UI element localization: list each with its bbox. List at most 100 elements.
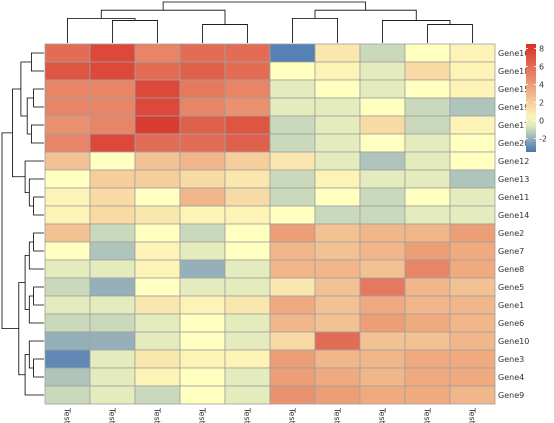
dendrogram-branch	[100, 9, 226, 25]
heatmap-cell	[314, 169, 361, 189]
heatmap-cell	[89, 205, 136, 225]
dendrogram-branch	[20, 61, 32, 117]
heatmap-cell	[269, 313, 316, 333]
heatmap-cell	[449, 79, 496, 99]
dendrogram-branch	[33, 196, 44, 216]
heatmap-cell	[44, 331, 91, 351]
heatmap-cell	[314, 79, 361, 99]
heatmap-cell	[224, 259, 271, 279]
heatmap-cell	[269, 367, 316, 387]
heatmap-cell	[359, 187, 406, 207]
heatmap-cell	[404, 151, 451, 171]
heatmap-cell	[359, 43, 406, 63]
heatmap-cell	[224, 61, 271, 81]
heatmap-cell	[179, 61, 226, 81]
dendrogram-branch	[67, 18, 136, 43]
heatmap-cell	[44, 385, 91, 405]
heatmap-cell	[89, 187, 136, 207]
heatmap-cell	[314, 115, 361, 135]
heatmap-cell	[359, 349, 406, 369]
heatmap-cell	[359, 61, 406, 81]
row-label: Gene10	[498, 337, 529, 346]
row-label: Gene17	[498, 121, 529, 130]
heatmap-cell	[269, 205, 316, 225]
heatmap-cell	[224, 367, 271, 387]
row-label: Gene5	[498, 283, 524, 292]
heatmap-cell	[179, 277, 226, 297]
heatmap-cell	[314, 43, 361, 63]
heatmap-cell	[44, 43, 91, 63]
heatmap-cell	[449, 43, 496, 63]
heatmap-cell	[179, 241, 226, 261]
heatmap-cell	[134, 205, 181, 225]
heatmap-cell	[44, 367, 91, 387]
heatmap-cell	[404, 367, 451, 387]
color-legend: 8 6 4 2 0 -2	[526, 44, 547, 152]
heatmap-cell	[44, 349, 91, 369]
heatmap-cell	[89, 313, 136, 333]
heatmap-cell	[44, 151, 91, 171]
column-label: Test8	[243, 407, 252, 423]
dendrogram-branch	[202, 24, 248, 43]
heatmap-cell	[179, 133, 226, 153]
heatmap-cell	[269, 151, 316, 171]
row-label: Gene20	[498, 139, 529, 148]
legend-tick-label: 0	[539, 117, 544, 126]
heatmap-cell	[224, 97, 271, 117]
heatmap-cell	[269, 61, 316, 81]
legend-tick-label: 8	[539, 45, 544, 54]
dendrogram-branch	[1, 132, 19, 330]
row-label: Gene3	[498, 355, 524, 364]
heatmap-cell	[224, 385, 271, 405]
heatmap-cell	[134, 313, 181, 333]
row-label: Gene14	[498, 211, 529, 220]
dendrogram-branch	[24, 354, 44, 396]
heatmap-cell	[269, 43, 316, 63]
heatmap-cell	[449, 349, 496, 369]
heatmap-cell	[134, 277, 181, 297]
heatmap-cell	[449, 259, 496, 279]
heatmap-cell	[134, 61, 181, 81]
row-label: Gene6	[498, 319, 524, 328]
heatmap-cell	[89, 61, 136, 81]
heatmap-cell	[89, 241, 136, 261]
heatmap-cell	[89, 331, 136, 351]
heatmap-cell	[179, 151, 226, 171]
heatmap-cell	[44, 277, 91, 297]
heatmap-cell	[449, 385, 496, 405]
column-label: Test1	[288, 407, 297, 423]
heatmap-cell	[404, 97, 451, 117]
heatmap-cell	[404, 259, 451, 279]
heatmap-cell	[44, 259, 91, 279]
heatmap-cell	[449, 277, 496, 297]
heatmap-cell	[449, 205, 496, 225]
heatmap-cell	[134, 187, 181, 207]
heatmap-cell	[89, 223, 136, 243]
heatmap-cell	[44, 187, 91, 207]
heatmap-cell	[269, 79, 316, 99]
heatmap-cell	[134, 241, 181, 261]
heatmap-cell	[134, 259, 181, 279]
column-labels: Test2 Test4 Test10 Test6 Test8 Test1 Test9 Test…	[63, 407, 477, 423]
column-label: Test4	[108, 407, 117, 423]
heatmap-cell	[179, 115, 226, 135]
heatmap-cell	[404, 43, 451, 63]
heatmap-cell	[134, 79, 181, 99]
dendrogram-branch	[28, 178, 44, 207]
row-label: Gene16	[498, 49, 529, 58]
heatmap-cell	[449, 367, 496, 387]
heatmap-cell	[449, 295, 496, 315]
heatmap-cell	[404, 187, 451, 207]
heatmap-cell	[89, 277, 136, 297]
heatmap-cell	[89, 133, 136, 153]
row-label: Gene13	[498, 175, 529, 184]
heatmap-cell	[449, 223, 496, 243]
heatmap-cell	[89, 385, 136, 405]
heatmap-cell	[314, 61, 361, 81]
heatmap-cell	[134, 115, 181, 135]
heatmap-cell	[404, 295, 451, 315]
column-label: Test2	[63, 407, 72, 423]
heatmap-cell	[134, 133, 181, 153]
row-dendrogram	[1, 52, 44, 396]
heatmap-cell	[449, 331, 496, 351]
